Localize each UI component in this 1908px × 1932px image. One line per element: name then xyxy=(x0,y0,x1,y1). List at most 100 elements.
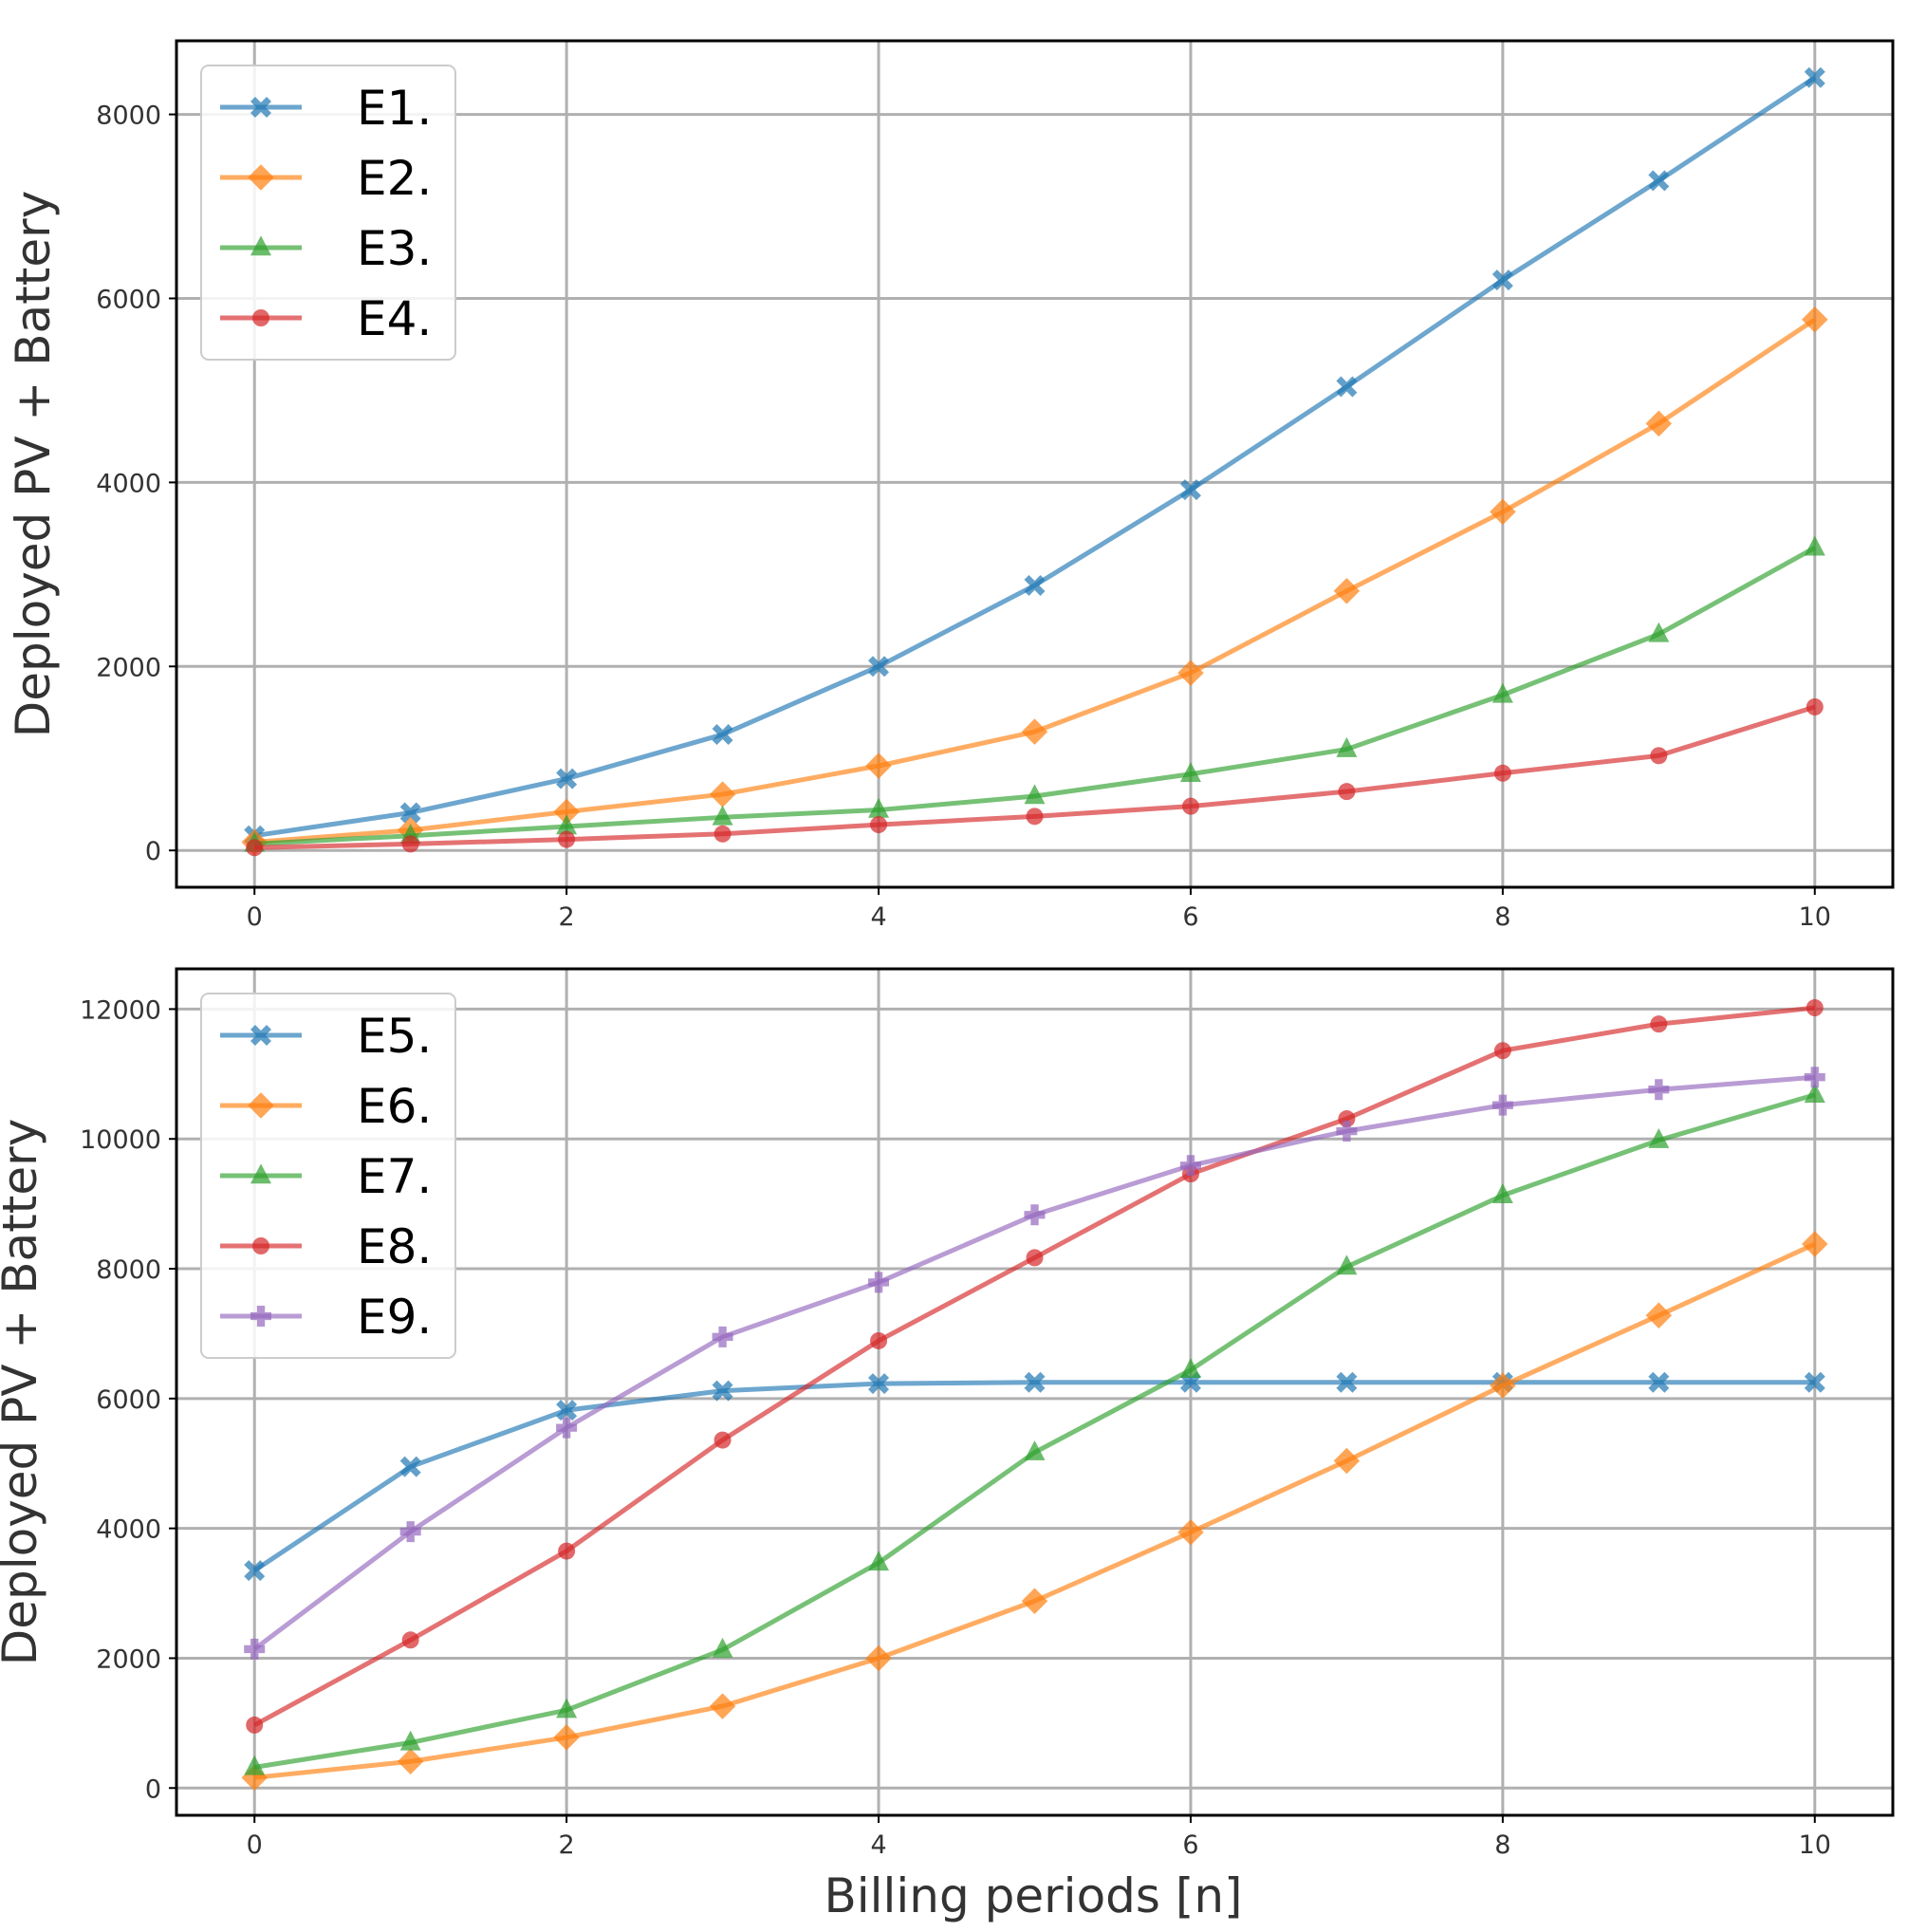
data-point xyxy=(868,1373,890,1395)
data-point xyxy=(1804,1067,1825,1088)
y-tick-label: 8000 xyxy=(96,1255,161,1285)
data-point xyxy=(246,1716,264,1734)
data-point xyxy=(1491,269,1513,291)
top-chart-panel: 0 2 4 6 8 10 0 2000 4000 6000 8000 Deployed PV + Ba… xyxy=(6,39,1895,932)
legend-label: E2. xyxy=(357,151,432,206)
y-tick-label: 6000 xyxy=(96,285,161,314)
x-tick-label: 0 xyxy=(247,1830,263,1860)
y-tick-label: 12000 xyxy=(80,995,161,1025)
data-point xyxy=(1177,659,1204,686)
bottom-chart-panel: 0 2 4 6 8 10 0 2000 4000 6000 8000 10000 12000 Deploy… xyxy=(0,967,1895,1860)
data-point xyxy=(1021,718,1048,745)
data-point xyxy=(1802,307,1828,333)
data-point xyxy=(865,752,892,779)
data-point xyxy=(244,1560,266,1582)
x-tick-label: 2 xyxy=(559,902,575,932)
x-tick-label: 2 xyxy=(559,1830,575,1860)
data-point xyxy=(1648,170,1670,192)
x-tick-label: 8 xyxy=(1494,1830,1510,1860)
data-point xyxy=(868,1551,890,1571)
data-point xyxy=(870,816,888,834)
data-point xyxy=(1804,66,1825,88)
data-point xyxy=(553,1724,580,1751)
data-point xyxy=(1648,1127,1670,1148)
data-point xyxy=(244,1638,266,1660)
data-point xyxy=(1338,1110,1356,1128)
y-tick-label: 6000 xyxy=(96,1385,161,1415)
x-tick-label: 10 xyxy=(1799,902,1831,932)
series-e9 xyxy=(244,1067,1825,1660)
series-e6 xyxy=(241,1231,1828,1792)
data-point xyxy=(401,1631,419,1649)
y-tick-label: 10000 xyxy=(80,1125,161,1155)
legend-label: E6. xyxy=(357,1079,432,1134)
legend-marker xyxy=(250,1025,271,1046)
data-point xyxy=(1804,1371,1825,1393)
data-point xyxy=(713,1431,732,1449)
legend-box xyxy=(200,65,456,361)
series-line xyxy=(253,1241,1816,1780)
data-point xyxy=(1024,1204,1046,1226)
legend-label: E9. xyxy=(357,1290,432,1345)
data-point xyxy=(1336,736,1358,757)
plot-frame xyxy=(175,39,1895,889)
legend-box xyxy=(200,993,456,1359)
legend: E1. E2. E3. E4. xyxy=(200,65,456,361)
legend-item: E2. xyxy=(220,151,432,206)
series-line xyxy=(253,1092,1816,1770)
data-point xyxy=(1490,498,1516,526)
series-e4 xyxy=(246,697,1824,857)
y-tick-label: 2000 xyxy=(96,653,161,682)
data-point xyxy=(399,802,421,824)
x-tick-label: 6 xyxy=(1182,902,1198,932)
data-point xyxy=(1336,1121,1358,1142)
series-e5 xyxy=(244,1371,1825,1582)
data-point xyxy=(399,1730,421,1751)
data-point xyxy=(1177,1519,1204,1546)
data-point xyxy=(1806,999,1824,1017)
data-point xyxy=(558,830,576,848)
data-point xyxy=(868,656,890,678)
data-point xyxy=(553,798,580,826)
data-point xyxy=(244,1755,266,1775)
data-point xyxy=(1024,1440,1046,1460)
data-point xyxy=(712,1380,733,1402)
data-point xyxy=(712,805,733,826)
data-point xyxy=(1179,479,1201,501)
legend-marker xyxy=(248,1092,274,1119)
data-point xyxy=(1648,622,1670,642)
data-point xyxy=(1333,578,1361,604)
x-tick-label: 0 xyxy=(247,902,263,932)
data-point xyxy=(713,825,732,843)
x-tick-label: 4 xyxy=(870,1830,886,1860)
series-line xyxy=(252,1074,1815,1651)
data-point xyxy=(246,839,264,857)
legend-label: E3. xyxy=(357,221,432,276)
data-point xyxy=(1650,747,1668,765)
data-point xyxy=(556,1400,578,1421)
series-line xyxy=(252,1380,1815,1573)
data-point xyxy=(1650,1015,1668,1033)
data-point xyxy=(1179,1155,1201,1177)
legend-label: E1. xyxy=(357,81,432,136)
data-point xyxy=(556,1417,578,1439)
y-tick-label: 4000 xyxy=(96,469,161,498)
legend-item: E6. xyxy=(220,1079,432,1134)
legend-label: E7. xyxy=(357,1149,432,1204)
data-point xyxy=(709,1693,736,1719)
data-point xyxy=(870,1331,888,1349)
data-point xyxy=(1336,376,1358,398)
data-point xyxy=(712,1637,733,1658)
legend-item: E5. xyxy=(220,1009,432,1064)
data-point xyxy=(401,835,419,853)
legend-marker xyxy=(250,1306,271,1327)
y-tick-label: 2000 xyxy=(96,1644,161,1674)
x-tick-label: 8 xyxy=(1494,902,1510,932)
data-point xyxy=(868,1272,890,1293)
data-point xyxy=(1491,1094,1513,1116)
data-point xyxy=(1645,1302,1673,1329)
data-point xyxy=(1490,1372,1516,1399)
data-point xyxy=(1021,1588,1048,1615)
x-tick-label: 10 xyxy=(1799,1830,1831,1860)
